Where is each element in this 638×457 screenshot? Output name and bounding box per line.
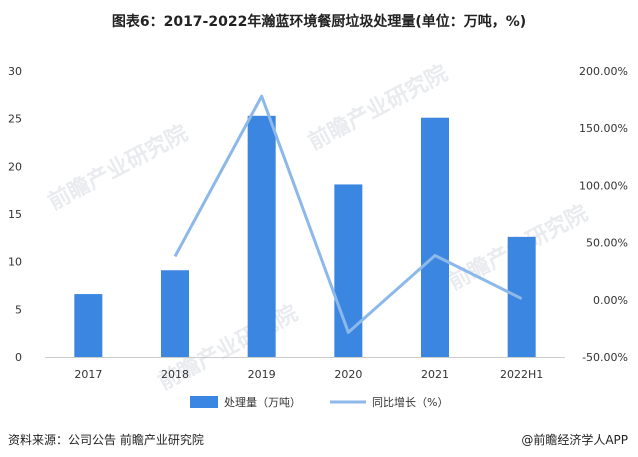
x-tick-label: 2017 — [74, 368, 102, 381]
y-left-tick-label: 10 — [8, 256, 22, 269]
y-left-tick-label: 5 — [15, 303, 22, 316]
x-tick-label: 2022H1 — [500, 368, 543, 381]
y-right-tick-label: 50.00% — [586, 237, 628, 250]
y-left-tick-label: 20 — [8, 160, 22, 173]
y-left-tick-label: 0 — [15, 351, 22, 364]
y-left-tick-label: 25 — [8, 113, 22, 126]
bar — [421, 117, 449, 357]
y-right-tick-label: 0.00% — [593, 294, 628, 307]
legend-line-label: 同比增长（%） — [372, 395, 448, 409]
x-tick-label: 2020 — [334, 368, 362, 381]
bar — [507, 236, 536, 357]
bar — [247, 115, 276, 357]
y-right-tick-label: 150.00% — [579, 122, 628, 135]
y-right-tick-label: -50.00% — [582, 351, 628, 364]
x-tick-label: 2019 — [248, 368, 276, 381]
legend-bar-label: 处理量（万吨） — [224, 396, 301, 409]
bar — [161, 270, 189, 357]
credit-note: @前瞻经济学人APP — [521, 433, 628, 447]
x-tick-label: 2018 — [161, 368, 189, 381]
y-left-tick-label: 30 — [8, 65, 22, 78]
source-note: 资料来源：公司公告 前瞻产业研究院 — [8, 433, 204, 447]
x-tick-label: 2021 — [421, 368, 449, 381]
bar — [74, 294, 103, 357]
y-right-tick-label: 200.00% — [579, 65, 628, 78]
chart-title: 图表6：2017-2022年瀚蓝环境餐厨垃圾处理量(单位：万吨，%) — [111, 14, 527, 30]
legend-bar-swatch — [190, 396, 218, 408]
y-left-tick-label: 15 — [8, 208, 22, 221]
y-right-tick-label: 100.00% — [579, 179, 628, 192]
